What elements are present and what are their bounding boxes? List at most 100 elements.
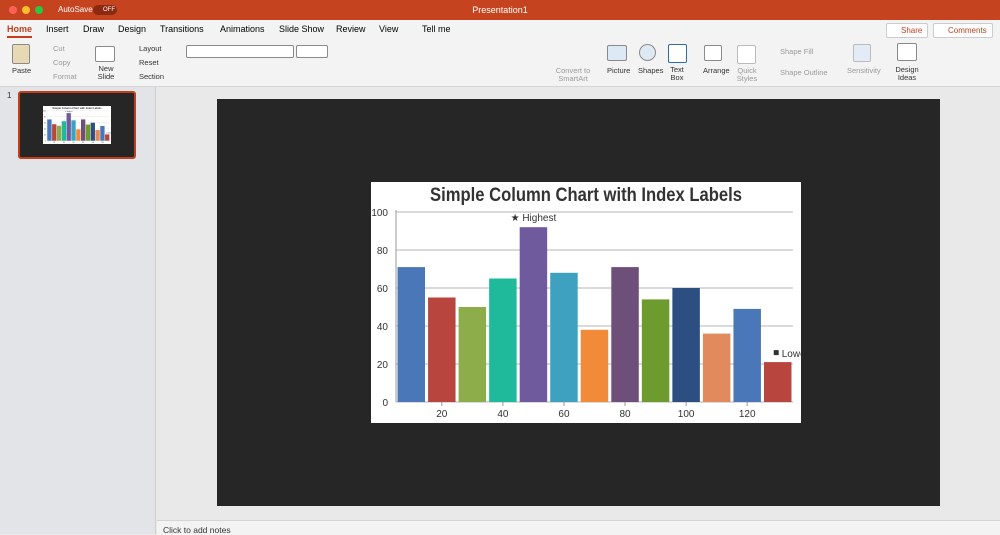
layout-button[interactable]: Layout xyxy=(139,44,162,53)
bar xyxy=(428,297,456,402)
reset-button[interactable]: Reset xyxy=(139,58,159,67)
paste-button[interactable]: Paste xyxy=(12,66,32,75)
section-button[interactable]: Section xyxy=(139,72,165,81)
tab[interactable]: Design xyxy=(118,24,147,34)
arrange-button[interactable]: Arrange xyxy=(703,66,730,75)
paste-icon xyxy=(12,44,30,64)
bar xyxy=(85,124,91,141)
tab[interactable]: Draw xyxy=(83,24,105,34)
tell-me[interactable]: Tell me xyxy=(422,24,451,34)
tab[interactable]: Insert xyxy=(46,24,69,34)
lowest-label: Lowest xyxy=(782,349,801,360)
shape-outline-button[interactable]: Shape Outline xyxy=(780,68,828,77)
bar xyxy=(611,267,639,402)
sensitivity-button[interactable]: Sensitivity xyxy=(847,66,881,75)
arrange-icon xyxy=(704,45,722,61)
y-tick-label: 80 xyxy=(377,246,389,257)
bar xyxy=(641,299,670,402)
y-tick-label: 0 xyxy=(45,140,46,142)
tab[interactable]: View xyxy=(379,24,399,34)
shape-fill-button[interactable]: Shape Fill xyxy=(780,47,814,56)
y-tick-label: 40 xyxy=(377,322,389,333)
chart-title: Simple Column Chart with Index Labels xyxy=(52,106,101,110)
close-button[interactable] xyxy=(9,6,17,14)
new-slide-button[interactable]: New Slide xyxy=(97,64,115,81)
bar xyxy=(702,333,731,402)
slide-pane: 1 Simple Column Chart with Index Labels 0… xyxy=(0,87,156,534)
x-tick-label: 40 xyxy=(497,409,509,420)
font-box[interactable] xyxy=(186,45,294,58)
bar xyxy=(672,288,700,402)
design-ideas-button[interactable]: Design Ideas xyxy=(895,65,919,82)
notes-bar: Click to add notes xyxy=(157,520,1000,535)
bar xyxy=(105,134,110,141)
bar xyxy=(580,329,609,402)
x-tick-label: 40 xyxy=(63,142,65,144)
x-tick-label: 80 xyxy=(619,409,631,420)
share-button[interactable]: Share xyxy=(886,23,929,38)
highest-label: ★ Highest xyxy=(511,213,557,224)
tab[interactable]: Review xyxy=(336,24,366,34)
bar xyxy=(61,121,67,141)
notes-placeholder[interactable]: Click to add notes xyxy=(163,525,231,535)
bar xyxy=(519,227,548,402)
bar xyxy=(76,129,81,141)
highest-label: ★ Highest xyxy=(65,110,73,113)
picture-button[interactable]: Picture xyxy=(607,66,631,75)
zoom-button[interactable] xyxy=(35,6,43,14)
bar xyxy=(763,362,792,402)
bar xyxy=(489,278,517,402)
shapes-button[interactable]: Shapes xyxy=(638,66,664,75)
minimize-button[interactable] xyxy=(22,6,30,14)
cut-button[interactable]: Cut xyxy=(53,44,65,53)
bar xyxy=(66,113,71,141)
slide-number: 1 xyxy=(7,91,12,100)
x-tick-label: 60 xyxy=(558,409,570,420)
x-tick-label: 80 xyxy=(82,142,84,144)
x-tick-label: 100 xyxy=(678,409,695,420)
quick-styles-button[interactable]: Quick Styles xyxy=(736,66,758,83)
slide: Simple Column Chart with Index Labels 0 20… xyxy=(217,99,940,506)
tab[interactable]: Home xyxy=(7,24,33,38)
bar xyxy=(90,122,95,141)
y-tick-label: 20 xyxy=(377,360,389,371)
text-box-icon xyxy=(668,44,687,63)
comments-button[interactable]: Comments xyxy=(933,23,993,38)
picture-icon xyxy=(607,45,627,61)
y-tick-label: 0 xyxy=(382,398,388,409)
y-tick-label: 80 xyxy=(44,116,46,118)
bar xyxy=(95,129,100,141)
x-tick-label: 20 xyxy=(436,409,448,420)
bar xyxy=(397,267,426,402)
bar xyxy=(80,119,86,141)
bar xyxy=(550,272,578,402)
sensitivity-icon xyxy=(853,44,871,62)
new-slide-icon xyxy=(95,46,115,62)
copy-button[interactable]: Copy xyxy=(53,58,71,67)
chart: Simple Column Chart with Index Labels 0 20… xyxy=(371,182,801,423)
quick-styles-icon xyxy=(737,45,756,64)
lowest-marker xyxy=(773,350,779,356)
autosave-label: AutoSave xyxy=(58,5,93,14)
bar xyxy=(47,119,52,141)
lowest-label: Lowest xyxy=(108,132,111,135)
y-tick-label: 60 xyxy=(377,284,389,295)
bar xyxy=(733,308,761,402)
bar xyxy=(56,125,62,141)
bar xyxy=(100,126,105,141)
tab[interactable]: Transitions xyxy=(160,24,204,34)
format-button[interactable]: Format xyxy=(53,72,77,81)
y-tick-label: 100 xyxy=(43,110,46,112)
slide-thumbnail[interactable]: Simple Column Chart with Index Labels 0 20… xyxy=(18,91,136,159)
x-tick-label: 120 xyxy=(739,409,756,420)
design-ideas-icon xyxy=(897,43,917,61)
x-tick-label: 20 xyxy=(53,142,55,144)
autosave-toggle[interactable]: OFF xyxy=(93,5,117,15)
window-title: Presentation1 xyxy=(472,5,528,15)
y-tick-label: 40 xyxy=(44,128,46,130)
text-box-button[interactable]: Text Box xyxy=(670,65,684,82)
tab[interactable]: Slide Show xyxy=(279,24,325,34)
size-box[interactable] xyxy=(296,45,328,58)
convert-smartart-button[interactable]: Convert to SmartArt xyxy=(555,66,591,83)
tab[interactable]: Animations xyxy=(220,24,265,34)
